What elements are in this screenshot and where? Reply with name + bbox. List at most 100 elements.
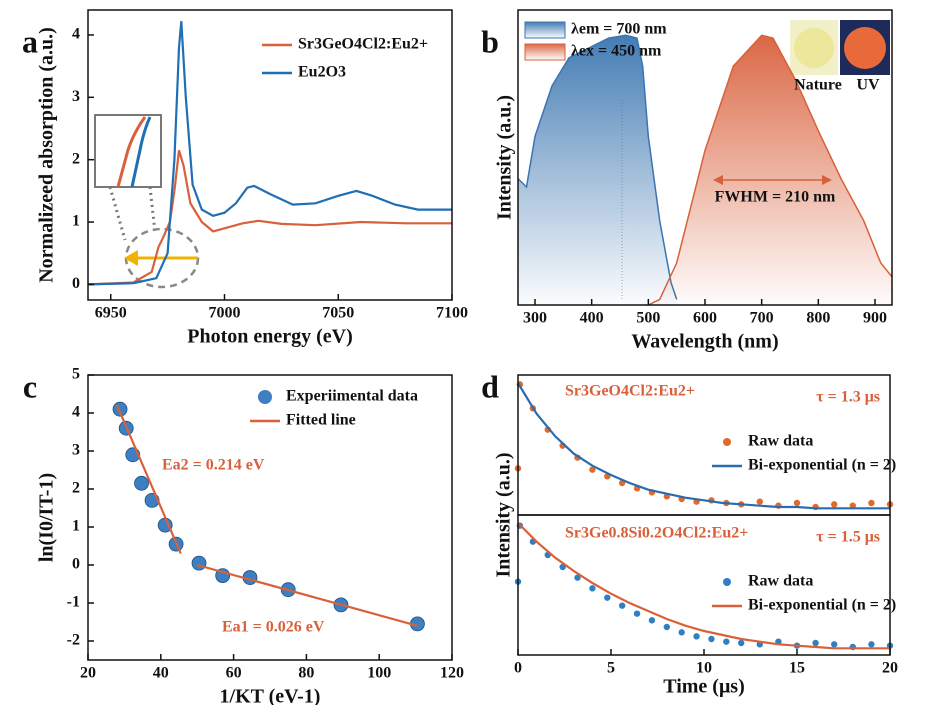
data-point (867, 640, 876, 649)
annotation: τ = 1.3 μs (816, 389, 880, 406)
x-tick-label: 300 (523, 310, 547, 327)
annotation: UV (856, 77, 880, 94)
data-point (588, 584, 597, 593)
axes-frame (87, 9, 453, 301)
x-tick-label: 40 (153, 665, 169, 682)
x-tick-label: 60 (226, 665, 242, 682)
y-axis-label: ln(I0/IT-1) (36, 473, 58, 562)
legend-label: Bi-exponential (n = 2) (748, 597, 896, 614)
annotation: FWHM = 210 nm (715, 189, 836, 206)
series-line (517, 34, 678, 300)
legend-label: Experiimental data (286, 388, 418, 405)
legend-label: Fitted line (286, 412, 356, 429)
x-tick-label: 20 (80, 665, 96, 682)
x-tick-label: 500 (636, 310, 660, 327)
annotation: Sr3GeO4Cl2:Eu2+ (565, 383, 695, 400)
y-tick-label: 0 (72, 556, 80, 573)
data-point (618, 601, 626, 610)
y-tick-label: 3 (72, 88, 80, 105)
data-point (707, 635, 716, 643)
legend-label: Bi-exponential (n = 2) (748, 457, 896, 474)
panel-label: a (22, 23, 38, 59)
plot (514, 521, 894, 651)
data-point (191, 555, 207, 571)
y-axis-label: Intensity (a.u.) (493, 452, 515, 577)
data-point (633, 609, 641, 618)
legend-label: Sr3GeO4Cl2:Eu2+ (298, 36, 428, 53)
legend-swatch (723, 438, 731, 446)
x-tick-label: 100 (367, 665, 391, 682)
annotation: Sr3Ge0.8Si0.2O4Cl2:Eu2+ (565, 525, 748, 542)
x-tick-label: 7050 (322, 305, 354, 322)
legend-label: Raw data (748, 433, 813, 450)
x-tick-label: 120 (440, 665, 464, 682)
data-point (793, 499, 801, 507)
panel-label: d (481, 368, 499, 404)
x-tick-label: 20 (882, 660, 898, 677)
data-point (867, 499, 876, 507)
x-tick-label: 10 (696, 660, 712, 677)
photos (621, 20, 890, 300)
plot (87, 21, 452, 286)
x-tick-label: 900 (863, 310, 887, 327)
y-tick-label: 2 (72, 480, 80, 497)
series-line (87, 21, 452, 286)
x-tick-label: 0 (514, 660, 522, 677)
data-point (134, 475, 149, 491)
series-line (647, 34, 893, 306)
y-tick-label: 4 (72, 404, 80, 421)
data-point (811, 503, 820, 511)
annotation: Ea1 = 0.026 eV (222, 619, 325, 636)
series-line (517, 382, 890, 510)
panel-label: b (481, 23, 499, 59)
x-tick-label: 7000 (209, 305, 241, 322)
x-tick-label: 600 (693, 310, 717, 327)
legend-label: λem = 700 nm (571, 21, 667, 38)
y-tick-label: 1 (72, 518, 80, 535)
x-tick-label: 800 (806, 310, 830, 327)
data-point (722, 637, 731, 646)
panel-label: c (23, 368, 37, 404)
data-point (677, 628, 686, 637)
y-tick-label: 1 (72, 213, 80, 230)
x-tick-label: 5 (607, 660, 615, 677)
x-axis-label: Time (μs) (663, 676, 745, 698)
data-point (755, 497, 764, 506)
y-axis-label: Normalizeed absorption (a.u.) (36, 27, 58, 283)
y-tick-label: 2 (72, 150, 80, 167)
legend-label: Eu2O3 (298, 64, 346, 81)
series-line (116, 404, 418, 627)
legend-swatch (258, 390, 272, 404)
y-tick-label: -2 (67, 632, 80, 649)
data-point (662, 623, 671, 631)
data-point (692, 632, 701, 641)
axes-frame (87, 374, 453, 661)
plot (514, 380, 894, 511)
legend-swatch (524, 43, 566, 61)
data-point (603, 593, 612, 602)
annotation: Nature (794, 77, 842, 94)
inset (94, 114, 200, 289)
annotation: Ea2 = 0.214 eV (162, 457, 265, 474)
data-point (648, 616, 656, 625)
data-point (830, 500, 839, 509)
y-tick-label: 0 (72, 275, 80, 292)
data-point (737, 639, 746, 647)
annotation: τ = 1.5 μs (816, 529, 880, 546)
plot (112, 401, 425, 632)
legend-label: λex = 450 nm (571, 43, 662, 60)
plot (517, 34, 893, 306)
y-tick-label: -1 (67, 594, 80, 611)
y-tick-label: 5 (72, 366, 80, 383)
y-axis-label: Intensity (a.u.) (494, 95, 516, 220)
x-tick-label: 400 (580, 310, 604, 327)
x-axis-label: Photon energy (eV) (187, 326, 353, 348)
y-tick-label: 3 (72, 442, 80, 459)
legend-swatch (524, 21, 566, 39)
y-tick-label: 4 (72, 26, 80, 43)
x-axis-label: Wavelength (nm) (631, 331, 778, 353)
series-line (87, 149, 452, 286)
legend-label: Raw data (748, 573, 813, 590)
x-tick-label: 700 (750, 310, 774, 327)
